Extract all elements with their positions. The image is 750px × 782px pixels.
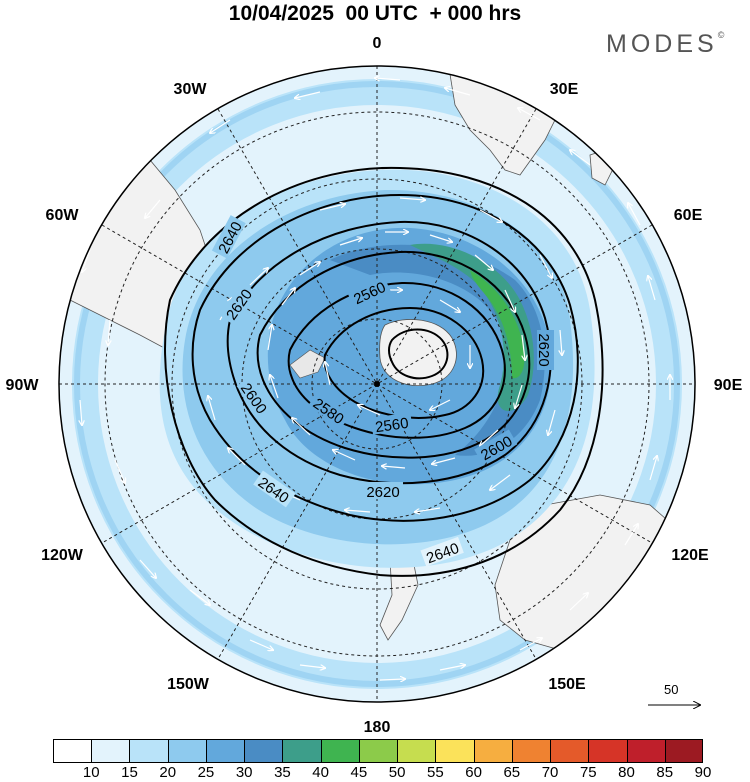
colorbar-tick-label: 65 xyxy=(503,764,521,781)
map-border xyxy=(58,65,696,703)
contour-label: 2560 xyxy=(374,415,409,436)
colorbar-tick-label: 35 xyxy=(274,764,291,781)
lon-label-90e: 90E xyxy=(714,377,743,394)
jet-core-40 xyxy=(410,243,534,412)
colorbar-swatch xyxy=(358,739,398,763)
colorbar-tick-label: 15 xyxy=(121,764,138,781)
colorbar-swatch xyxy=(550,739,589,763)
lon-label-60e: 60E xyxy=(674,207,703,224)
colorbar-tick-label: 55 xyxy=(427,764,444,781)
modes-logo: MODES© xyxy=(606,30,725,58)
map-title: 10/04/2025 00 UTC + 000 hrs xyxy=(228,2,522,25)
lon-label-150e: 150E xyxy=(548,676,586,693)
colorbar-swatch xyxy=(167,739,206,763)
contour-label: 2620 xyxy=(366,484,399,501)
colorbar-swatch xyxy=(91,739,130,763)
colorbar-swatch xyxy=(53,739,92,763)
lon-label-120w: 120W xyxy=(41,547,84,564)
colorbar-tick-label: 30 xyxy=(235,764,253,781)
lon-label-180: 180 xyxy=(364,719,391,736)
lon-label-60w: 60W xyxy=(46,207,80,224)
colorbar-tick-label: 50 xyxy=(388,764,406,781)
colorbar-tick-label: 45 xyxy=(350,764,368,781)
lon-label-30w: 30W xyxy=(174,81,208,98)
colorbar-swatch xyxy=(205,739,245,763)
lon-label-0: 0 xyxy=(373,35,382,52)
colorbar-swatch xyxy=(282,739,321,763)
colorbar-tick-label: 75 xyxy=(579,764,597,781)
colorbar-tick-label: 60 xyxy=(465,764,482,781)
longitude-labels: 0 30E 60E 90E 120E 150E 180 150W 120W 90… xyxy=(6,35,743,736)
colorbar-swatch xyxy=(511,739,551,763)
lon-label-150w: 150W xyxy=(167,676,210,693)
colorbar-tick-label: 80 xyxy=(618,764,635,781)
colorbar-swatch xyxy=(473,739,512,763)
contour-label: 2620 xyxy=(535,333,552,366)
reference-vector-label: 50 xyxy=(664,682,679,697)
colorbar-swatch xyxy=(320,739,359,763)
colorbar-tick-label: 20 xyxy=(159,764,177,781)
wind-vectors xyxy=(80,78,670,680)
colorbar-swatch xyxy=(244,739,283,763)
colorbar-swatch xyxy=(664,739,703,763)
colorbar-swatch xyxy=(397,739,436,763)
colorbar-swatch xyxy=(435,739,474,763)
geopotential-contours xyxy=(164,166,604,577)
colorbar-tick-label: 25 xyxy=(197,764,215,781)
colorbar-tick-label: 70 xyxy=(541,764,559,781)
lon-label-120e: 120E xyxy=(671,547,709,564)
colorbar-swatch xyxy=(129,739,168,763)
colorbar-tick-label: 90 xyxy=(694,764,712,781)
colorbar-swatch xyxy=(588,739,627,763)
colorbar-tick-label: 85 xyxy=(656,764,674,781)
jet-core-45 xyxy=(470,270,525,379)
colorbar-swatch xyxy=(626,739,665,763)
colorbar-tick-label: 40 xyxy=(312,764,329,781)
lon-label-90w: 90W xyxy=(6,377,40,394)
colorbar-tick-label: 10 xyxy=(82,764,100,781)
lon-label-30e: 30E xyxy=(550,81,579,98)
